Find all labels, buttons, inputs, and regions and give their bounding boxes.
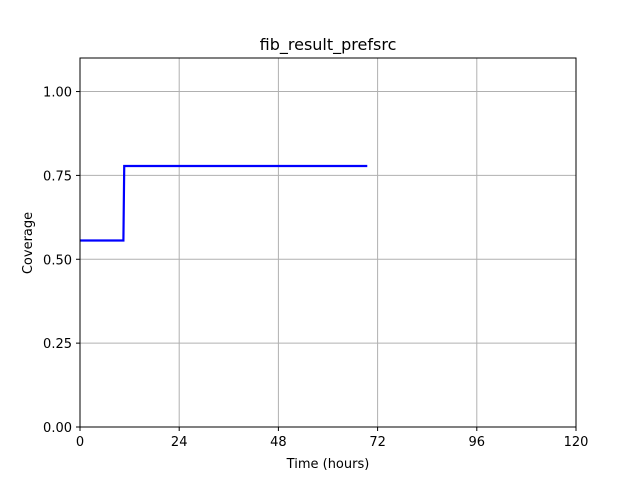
series-line (80, 164, 368, 242)
plot-frame (79, 57, 577, 428)
x-tick-label: 120 (564, 435, 589, 450)
x-tick-label: 0 (76, 435, 84, 450)
x-tick-label: 48 (270, 435, 287, 450)
chart-title: fib_result_prefsrc (260, 35, 397, 55)
y-tick-label: 0.00 (43, 421, 72, 436)
x-tick-label: 72 (369, 435, 386, 450)
y-tick-label: 1.00 (43, 86, 72, 101)
x-tick-label: 24 (171, 435, 188, 450)
x-axis-label: Time (hours) (286, 457, 370, 472)
x-tick-label: 96 (469, 435, 486, 450)
grid (79, 58, 577, 428)
series-layer (80, 164, 368, 242)
y-axis: 0.00 0.25 0.50 0.75 1.00 (43, 86, 80, 436)
y-axis-label: Coverage (21, 212, 36, 274)
y-tick-label: 0.50 (43, 253, 72, 268)
y-tick-label: 0.75 (43, 169, 72, 184)
x-axis: 0 24 48 72 96 120 (76, 427, 589, 450)
y-tick-label: 0.25 (43, 337, 72, 352)
